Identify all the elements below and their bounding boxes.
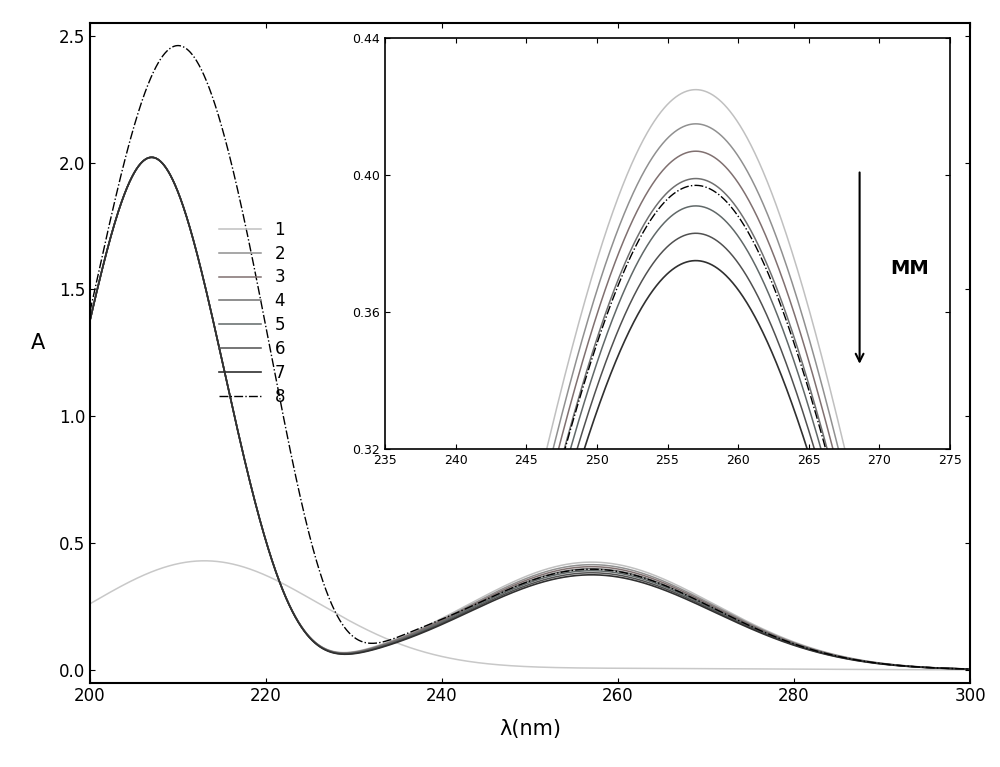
Y-axis label: A: A (31, 333, 45, 353)
X-axis label: λ(nm): λ(nm) (499, 719, 561, 739)
Text: MM: MM (891, 258, 929, 278)
Legend: 1, 2, 3, 4, 5, 6, 7, 8: 1, 2, 3, 4, 5, 6, 7, 8 (213, 214, 292, 413)
